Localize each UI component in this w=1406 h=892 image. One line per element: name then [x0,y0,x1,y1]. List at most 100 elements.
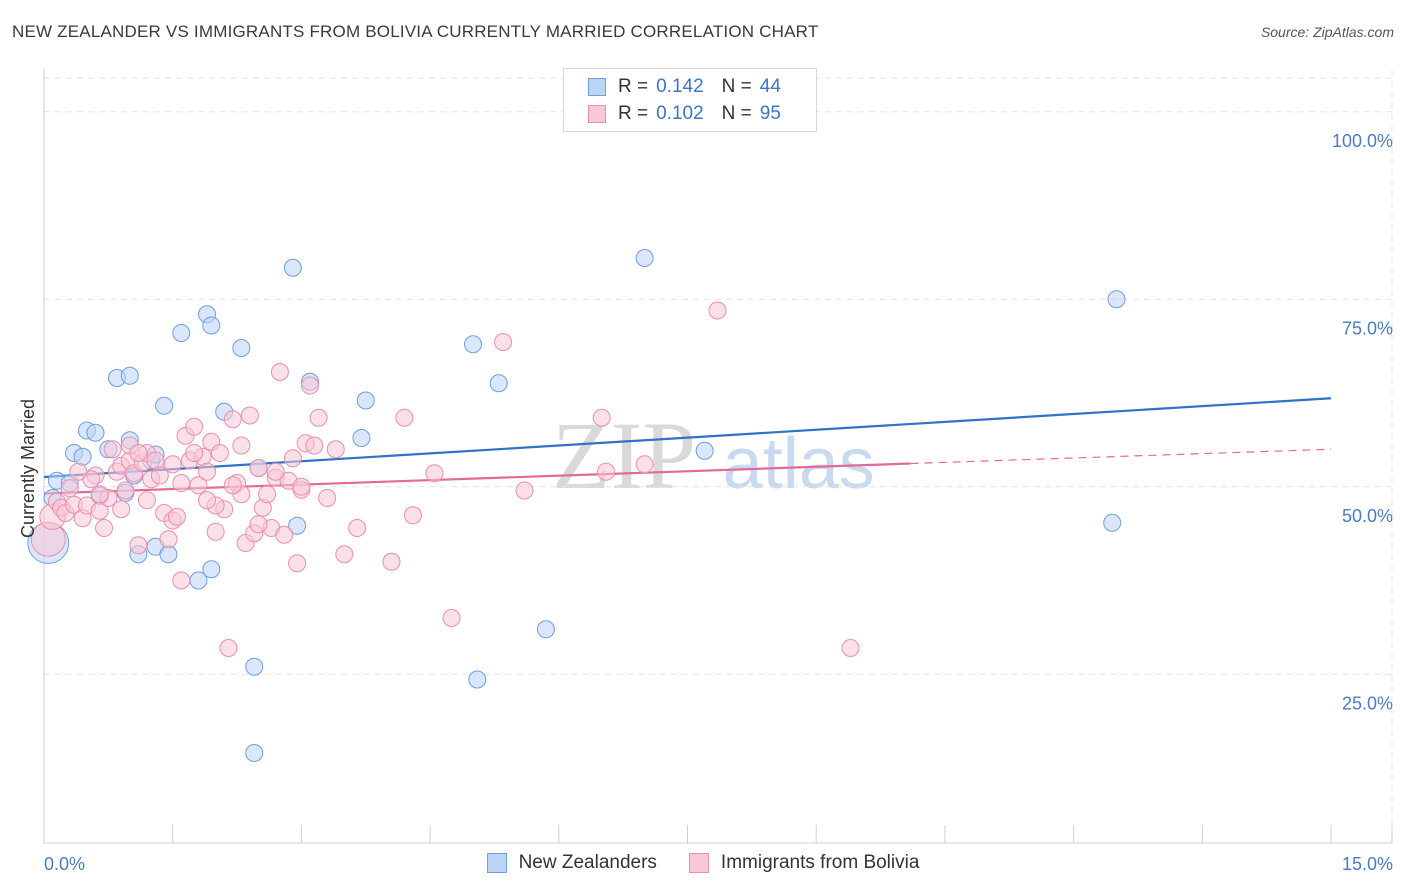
x-tick-label: 15.0% [1342,854,1393,874]
bolivia-point [159,530,178,549]
legend-label: New Zealanders [518,852,657,873]
source-label: Source: ZipAtlas.com [1260,24,1394,40]
bolivia-point [60,479,79,498]
bolivia-point [219,639,238,657]
legend-item-new-zealanders[interactable]: New Zealanders [486,852,657,874]
bolivia-point [275,525,294,544]
trend-line [43,462,911,495]
axis-layer [43,68,1393,844]
new-zealander-point [86,423,105,442]
y-tick-label: 25.0% [1342,693,1393,713]
new-zealander-point [536,620,555,639]
label-layer: 25.0% 50.0% 75.0% 100.0% 0.0% 15.0% Currently … [18,131,1393,874]
bolivia-point [288,554,307,573]
new-zealander-point [468,670,487,689]
x-tick-label: 0.0% [44,854,85,874]
bolivia-point [223,410,242,429]
bolivia-point [90,485,109,504]
bolivia-point [403,506,422,525]
r-label: R = [618,76,649,97]
new-zealander-point [73,447,92,466]
bolivia-point [442,609,461,627]
stats-legend-row-bolivia: R = 0.102 N = 95 [588,102,781,126]
bolivia-point [283,449,302,468]
new-zealander-point [1107,290,1126,309]
r-value: 0.102 [656,103,704,124]
bolivia-point [116,481,135,500]
bolivia-point [210,444,229,462]
y-tick-label: 100.0% [1332,131,1393,151]
bolivia-point [146,451,165,470]
new-zealander-point [202,560,221,579]
series-legend: New Zealanders Immigrants from Bolivia [0,852,1406,874]
points-layer [27,249,1126,762]
legend-item-bolivia[interactable]: Immigrants from Bolivia [688,852,920,874]
bolivia-point [592,408,611,427]
bolivia-point [129,536,148,555]
new-zealander-point [635,249,654,267]
bolivia-point [382,552,401,571]
bolivia-point [335,545,354,564]
bolivia-point [249,515,268,534]
new-zealander-point [232,339,251,357]
new-zealander-point [245,744,264,762]
bolivia-point [249,459,268,477]
grid-layer [44,70,1393,843]
bolivia-point [240,406,259,425]
n-value: 44 [759,76,781,97]
bolivia-point [270,363,289,381]
stats-legend: R = 0.142 N = 44 R = 0.102 N = 95 [563,68,817,132]
bolivia-point [172,474,191,492]
bolivia-point [185,417,204,436]
n-label: N = [721,103,752,124]
y-tick-label: 75.0% [1342,318,1393,338]
trend-line-extension [910,448,1332,465]
bolivia-point [167,507,186,526]
bolivia-point [129,444,148,462]
bolivia-point [172,571,191,590]
new-zealander-point [464,335,482,354]
bolivia-point [258,485,277,504]
legend-label: Immigrants from Bolivia [720,852,920,873]
stats-legend-row-new-zealanders: R = 0.142 N = 44 [588,75,781,99]
new-zealander-point [120,366,139,385]
new-zealander-point [288,516,307,535]
bolivia-point [292,477,311,496]
bolivia-point [69,462,88,481]
new-zealander-point [695,441,714,460]
n-value: 95 [759,103,781,124]
blue-swatch-icon [486,853,507,873]
bolivia-point [309,408,328,427]
new-zealander-point [283,258,302,277]
bolivia-point [95,519,114,537]
bolivia-point [206,522,225,541]
new-zealander-point [159,545,178,564]
bolivia-point [163,455,182,474]
y-axis-label: Currently Married [18,399,38,538]
new-zealander-point [1103,513,1122,532]
new-zealander-point [245,657,264,676]
bolivia-point [198,491,217,510]
r-value: 0.142 [656,76,704,97]
bolivia-point [305,436,324,455]
bolivia-point [425,464,444,483]
bolivia-point [150,466,169,485]
bolivia-point [198,462,217,481]
pink-swatch-icon [588,105,606,123]
r-label: R = [618,103,649,124]
bolivia-point [112,500,131,519]
blue-swatch-icon [588,78,606,96]
bolivia-point [326,440,345,459]
bolivia-point [232,436,251,455]
new-zealander-point [202,316,221,335]
bolivia-point [515,481,534,500]
bolivia-point [318,489,337,507]
bolivia-point [185,444,204,462]
y-tick-label: 50.0% [1342,506,1393,526]
pink-swatch-icon [688,853,709,873]
new-zealander-point [172,324,191,342]
chart-title: NEW ZEALANDER VS IMMIGRANTS FROM BOLIVIA… [12,22,819,41]
new-zealander-point [356,391,375,410]
bolivia-point [708,301,727,320]
